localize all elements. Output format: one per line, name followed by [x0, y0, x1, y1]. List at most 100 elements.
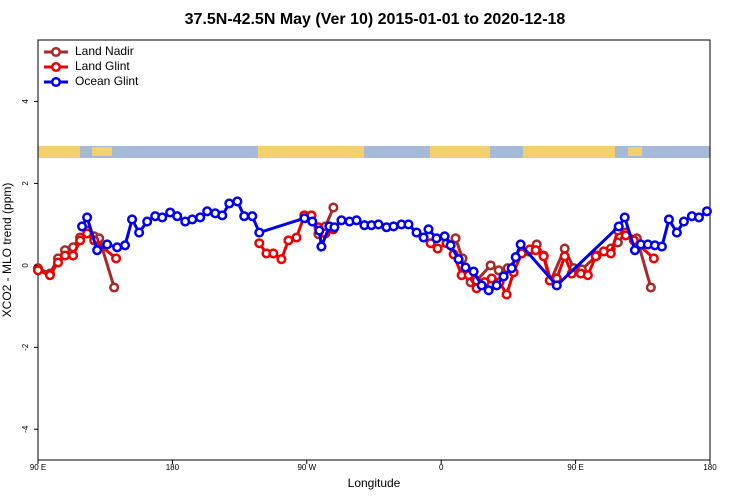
data-point	[645, 282, 656, 293]
data-point	[44, 270, 55, 281]
data-point	[590, 251, 601, 262]
data-point	[102, 239, 113, 250]
x-tick-label: 180	[166, 463, 180, 472]
data-point	[316, 241, 327, 252]
data-point	[491, 280, 502, 291]
data-point	[112, 242, 123, 253]
data-point	[224, 198, 235, 209]
legend-label: Land Glint	[75, 59, 130, 73]
data-point	[468, 266, 479, 277]
map-strip	[38, 146, 710, 158]
data-point	[328, 202, 339, 213]
data-point	[68, 250, 79, 261]
data-point	[582, 270, 593, 281]
x-tick-label: 90 W	[297, 463, 316, 472]
data-point	[515, 239, 526, 250]
data-point	[411, 227, 422, 238]
data-point	[32, 265, 44, 276]
data-point	[439, 231, 450, 242]
data-point	[239, 211, 250, 222]
data-point	[498, 271, 509, 282]
data-point	[291, 232, 302, 243]
y-tick-label: -2	[21, 343, 30, 351]
data-point	[460, 262, 471, 273]
data-point	[195, 212, 206, 223]
data-point	[109, 282, 120, 293]
data-point	[403, 219, 414, 230]
data-point	[283, 235, 294, 246]
data-point	[486, 273, 497, 284]
y-tick-label: 4	[21, 99, 30, 104]
data-point	[142, 216, 153, 227]
data-point	[453, 254, 464, 265]
data-point	[77, 221, 88, 232]
data-point	[501, 289, 512, 300]
data-point	[506, 263, 517, 274]
data-point	[619, 212, 630, 223]
data-point	[92, 245, 103, 256]
x-tick-label: 90 E	[567, 463, 583, 472]
data-point	[629, 245, 640, 256]
data-point	[510, 252, 521, 263]
data-point	[418, 232, 429, 243]
x-tick-label: 180	[703, 463, 717, 472]
data-point	[254, 227, 265, 238]
y-axis-label: XCO2 - MLO trend (ppm)	[0, 183, 14, 318]
data-point	[450, 233, 461, 244]
legend-label: Ocean Glint	[75, 74, 139, 88]
data-point	[483, 285, 494, 296]
data-point	[551, 280, 562, 291]
y-tick-label: 2	[21, 181, 30, 186]
data-point	[157, 212, 168, 223]
y-tick-label: -4	[21, 425, 30, 433]
data-point	[388, 221, 399, 232]
chart-title: 37.5N-42.5N May (Ver 10) 2015-01-01 to 2…	[185, 11, 566, 28]
data-point	[445, 240, 456, 251]
data-point	[678, 216, 689, 227]
x-tick-label: 0	[439, 463, 444, 472]
legend-marker	[50, 61, 62, 73]
data-point	[232, 196, 243, 207]
data-point	[82, 212, 93, 223]
data-point	[351, 215, 362, 226]
data-point	[268, 248, 279, 259]
y-tick-label: 0	[21, 263, 30, 268]
data-point	[329, 222, 340, 233]
data-point	[336, 215, 347, 226]
data-point	[373, 219, 384, 230]
data-point	[111, 253, 122, 264]
data-point	[134, 227, 145, 238]
data-point	[476, 280, 487, 291]
legend-marker	[50, 46, 62, 58]
plot-frame	[37, 39, 711, 461]
data-point	[485, 260, 496, 271]
data-point	[425, 238, 436, 249]
data-point	[120, 240, 131, 251]
data-point	[493, 265, 504, 276]
data-point	[559, 243, 570, 254]
data-point	[172, 211, 183, 222]
data-point	[254, 238, 265, 249]
data-point	[127, 214, 138, 225]
data-point	[559, 251, 570, 262]
data-point	[693, 212, 704, 223]
data-point	[605, 248, 616, 259]
data-point	[299, 213, 310, 224]
data-point	[75, 235, 86, 246]
legend-label: Land Nadir	[75, 44, 134, 58]
data-point	[701, 206, 712, 217]
data-point	[648, 253, 659, 264]
data-point	[247, 211, 258, 222]
data-point	[431, 233, 442, 244]
data-point	[52, 257, 64, 268]
data-point	[663, 214, 674, 225]
data-point	[613, 221, 624, 232]
data-point	[276, 254, 287, 265]
x-tick-label: 90 E	[30, 463, 46, 472]
data-point	[202, 206, 213, 217]
data-point	[432, 243, 443, 254]
data-point	[656, 241, 667, 252]
data-point	[423, 224, 434, 235]
data-point	[671, 227, 682, 238]
